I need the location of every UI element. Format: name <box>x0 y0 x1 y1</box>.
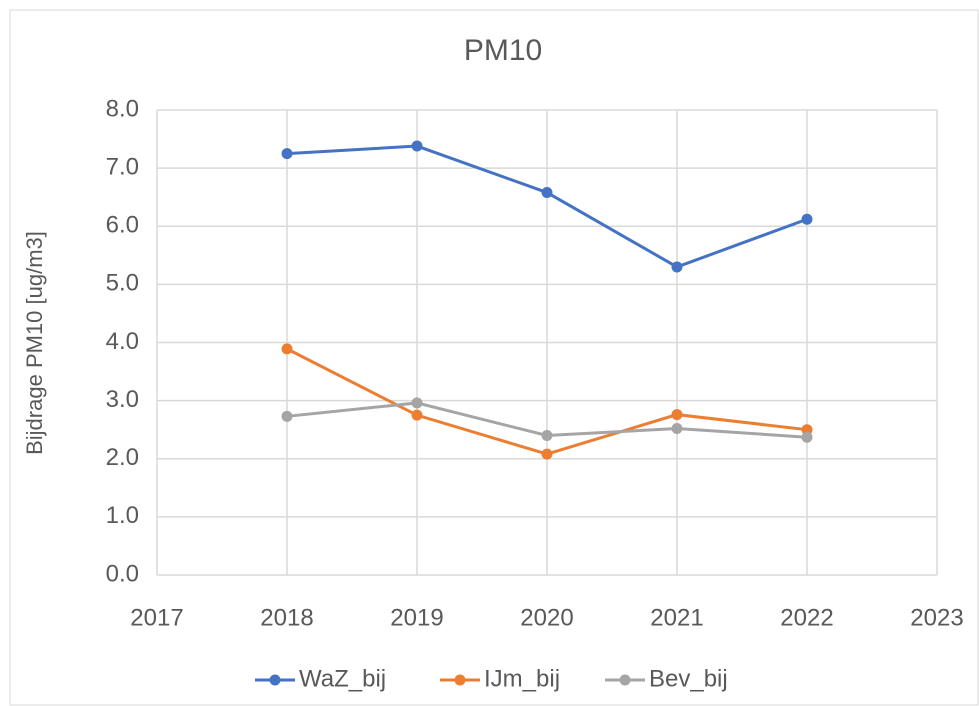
data-point <box>411 409 423 421</box>
data-point <box>541 187 553 199</box>
x-tick-label: 2017 <box>130 604 183 631</box>
y-tick-label: 5.0 <box>106 270 139 297</box>
y-tick-label: 4.0 <box>106 328 139 355</box>
y-tick-label: 6.0 <box>106 212 139 239</box>
legend-label: Bev_bij <box>649 665 728 692</box>
y-tick-label: 2.0 <box>106 444 139 471</box>
y-tick-label: 0.0 <box>106 560 139 587</box>
y-tick-label: 3.0 <box>106 386 139 413</box>
data-point <box>281 410 293 422</box>
data-point <box>281 148 293 160</box>
chart-frame <box>9 9 979 706</box>
y-tick-label: 8.0 <box>106 95 139 122</box>
legend-marker <box>454 674 466 686</box>
legend-marker <box>619 674 631 686</box>
data-point <box>411 397 423 409</box>
data-point <box>671 261 683 273</box>
x-tick-label: 2023 <box>910 604 963 631</box>
data-point <box>411 140 423 152</box>
data-point <box>801 431 813 443</box>
legend-label: IJm_bij <box>484 665 560 692</box>
data-point <box>541 430 553 441</box>
x-tick-label: 2022 <box>780 604 833 631</box>
y-axis-label: Bijdrage PM10 [ug/m3] <box>22 231 47 455</box>
chart-title: PM10 <box>464 34 542 67</box>
x-tick-label: 2019 <box>390 604 443 631</box>
data-point <box>281 343 293 355</box>
data-point <box>671 423 683 435</box>
y-tick-label: 7.0 <box>106 153 139 180</box>
data-point <box>801 424 813 436</box>
y-tick-label: 1.0 <box>106 502 139 529</box>
legend-label: WaZ_bij <box>299 665 386 692</box>
x-tick-label: 2018 <box>260 604 313 631</box>
data-point <box>541 448 553 460</box>
x-tick-label: 2020 <box>520 604 573 631</box>
data-point <box>671 409 683 421</box>
legend-marker <box>269 674 281 686</box>
x-tick-label: 2021 <box>650 604 703 631</box>
data-point <box>801 213 813 225</box>
